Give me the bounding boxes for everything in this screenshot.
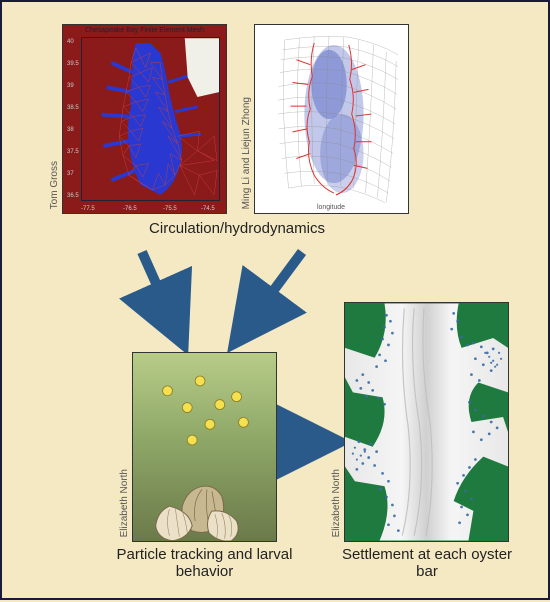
panel-tr-xlabel: longitude [317, 204, 345, 211]
arrow-tr-to-bl [239, 252, 302, 337]
circulation-map-right: longitude Ming Li and Liejun Zhong [254, 24, 409, 214]
curvilinear-grid-svg: longitude [255, 25, 408, 213]
caption-bl: Particle tracking and larval behavior [107, 546, 302, 580]
credit-br: Elizabeth North [331, 469, 342, 537]
credit-bl: Elizabeth North [119, 469, 130, 537]
settlement-panel: Elizabeth North [344, 302, 509, 542]
caption-br: Settlement at each oyster bar [332, 546, 522, 580]
panel-tl-frame [81, 37, 220, 201]
chesapeake-mesh-svg [82, 38, 219, 200]
credit-tl: Tom Gross [49, 161, 60, 209]
arrow-tl-to-bl [142, 252, 180, 337]
particle-tracking-panel: Elizabeth North [132, 352, 277, 542]
particles [163, 376, 249, 445]
panel-tl-title: Chesapeake Bay Finite Element Mesh [63, 27, 226, 34]
credit-tr: Ming Li and Liejun Zhong [241, 97, 252, 209]
settlement-svg [345, 303, 508, 541]
caption-top: Circulation/hydrodynamics [137, 220, 337, 237]
circulation-map-left: Chesapeake Bay Finite Element Mesh [62, 24, 227, 214]
oyster-cluster [156, 486, 239, 541]
particle-svg [133, 353, 276, 541]
